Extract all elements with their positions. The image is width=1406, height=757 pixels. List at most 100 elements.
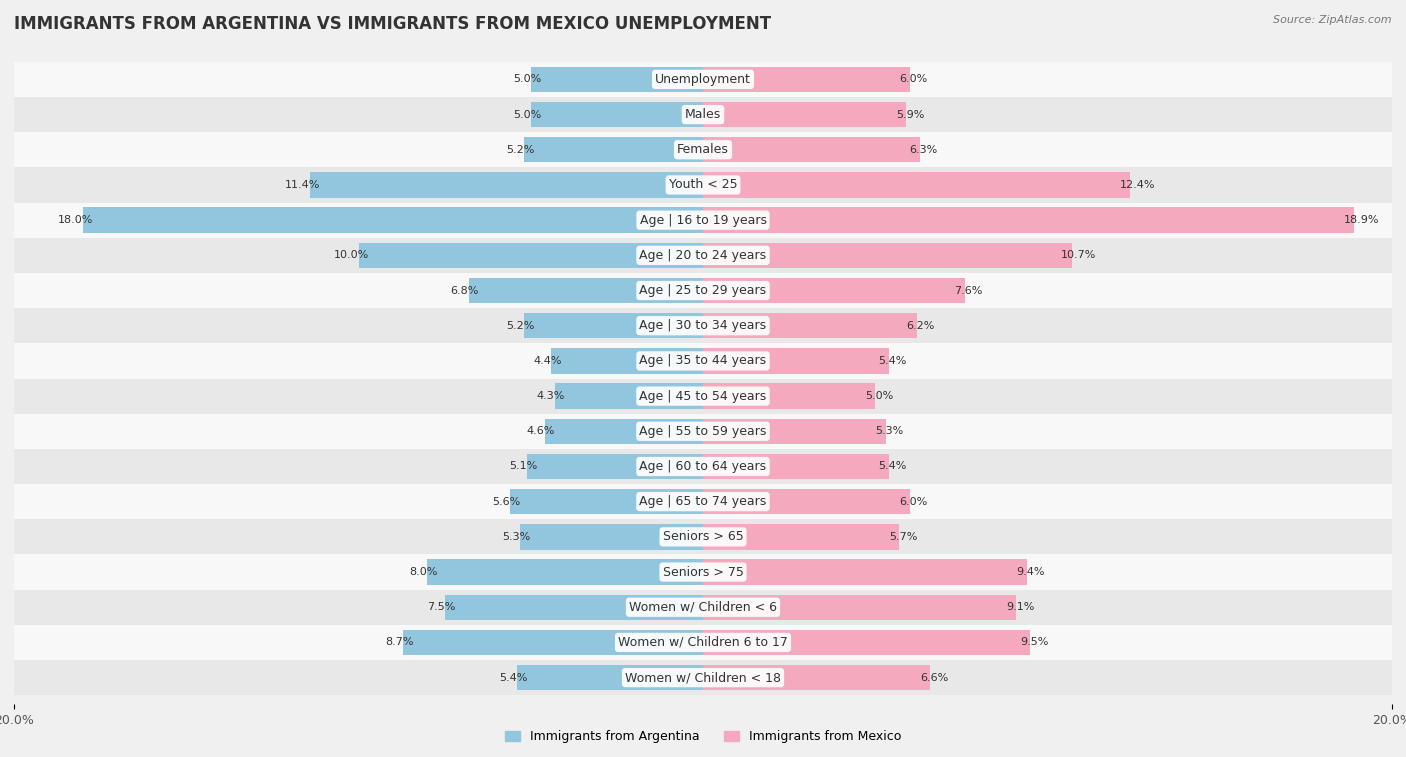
Text: 9.4%: 9.4% bbox=[1017, 567, 1045, 577]
Text: 5.4%: 5.4% bbox=[879, 462, 907, 472]
Bar bbox=[14, 97, 1392, 132]
Bar bbox=[551, 348, 703, 373]
Bar bbox=[14, 625, 1392, 660]
Text: Women w/ Children 6 to 17: Women w/ Children 6 to 17 bbox=[619, 636, 787, 649]
Text: 5.0%: 5.0% bbox=[513, 74, 541, 84]
Bar bbox=[14, 62, 1392, 97]
Text: 10.0%: 10.0% bbox=[333, 251, 368, 260]
Text: Age | 16 to 19 years: Age | 16 to 19 years bbox=[640, 213, 766, 226]
Legend: Immigrants from Argentina, Immigrants from Mexico: Immigrants from Argentina, Immigrants fr… bbox=[505, 731, 901, 743]
Bar bbox=[14, 344, 1392, 378]
Bar bbox=[14, 132, 1392, 167]
Bar bbox=[703, 137, 920, 163]
Text: 6.0%: 6.0% bbox=[900, 74, 928, 84]
Text: Age | 30 to 34 years: Age | 30 to 34 years bbox=[640, 319, 766, 332]
Text: Unemployment: Unemployment bbox=[655, 73, 751, 86]
Bar bbox=[520, 524, 703, 550]
Bar bbox=[703, 243, 1071, 268]
Text: 8.0%: 8.0% bbox=[409, 567, 437, 577]
Bar bbox=[703, 665, 931, 690]
Text: 6.6%: 6.6% bbox=[920, 673, 948, 683]
Bar bbox=[703, 207, 1354, 233]
Bar bbox=[703, 348, 889, 373]
Text: 4.4%: 4.4% bbox=[533, 356, 562, 366]
Text: 5.9%: 5.9% bbox=[896, 110, 924, 120]
Bar bbox=[404, 630, 703, 655]
Bar bbox=[555, 384, 703, 409]
Bar bbox=[703, 524, 900, 550]
Text: 5.0%: 5.0% bbox=[513, 110, 541, 120]
Text: Age | 45 to 54 years: Age | 45 to 54 years bbox=[640, 390, 766, 403]
Bar bbox=[444, 594, 703, 620]
Text: 4.6%: 4.6% bbox=[526, 426, 555, 436]
Bar bbox=[14, 167, 1392, 203]
Bar bbox=[510, 489, 703, 514]
Bar bbox=[14, 554, 1392, 590]
Text: Source: ZipAtlas.com: Source: ZipAtlas.com bbox=[1274, 15, 1392, 25]
Bar bbox=[517, 665, 703, 690]
Text: 11.4%: 11.4% bbox=[285, 180, 321, 190]
Text: 5.1%: 5.1% bbox=[509, 462, 537, 472]
Bar bbox=[359, 243, 703, 268]
Text: 9.1%: 9.1% bbox=[1007, 603, 1035, 612]
Bar bbox=[524, 313, 703, 338]
Text: 10.7%: 10.7% bbox=[1062, 251, 1097, 260]
Bar bbox=[703, 384, 875, 409]
Text: 5.3%: 5.3% bbox=[502, 532, 531, 542]
Text: 7.5%: 7.5% bbox=[426, 603, 456, 612]
Text: Age | 35 to 44 years: Age | 35 to 44 years bbox=[640, 354, 766, 367]
Text: Age | 20 to 24 years: Age | 20 to 24 years bbox=[640, 249, 766, 262]
Bar bbox=[703, 67, 910, 92]
Bar bbox=[14, 590, 1392, 625]
Bar bbox=[427, 559, 703, 584]
Bar bbox=[703, 278, 965, 304]
Bar bbox=[14, 413, 1392, 449]
Bar bbox=[14, 273, 1392, 308]
Bar bbox=[531, 67, 703, 92]
Bar bbox=[14, 449, 1392, 484]
Bar bbox=[468, 278, 703, 304]
Text: Age | 55 to 59 years: Age | 55 to 59 years bbox=[640, 425, 766, 438]
Text: Women w/ Children < 6: Women w/ Children < 6 bbox=[628, 601, 778, 614]
Text: Age | 60 to 64 years: Age | 60 to 64 years bbox=[640, 460, 766, 473]
Text: Males: Males bbox=[685, 108, 721, 121]
Text: 6.2%: 6.2% bbox=[907, 321, 935, 331]
Text: 6.0%: 6.0% bbox=[900, 497, 928, 506]
Bar bbox=[531, 102, 703, 127]
Text: 5.2%: 5.2% bbox=[506, 321, 534, 331]
Text: 4.3%: 4.3% bbox=[537, 391, 565, 401]
Bar bbox=[14, 378, 1392, 413]
Bar bbox=[14, 203, 1392, 238]
Text: 6.8%: 6.8% bbox=[451, 285, 479, 295]
Text: 12.4%: 12.4% bbox=[1119, 180, 1156, 190]
Bar bbox=[544, 419, 703, 444]
Text: 5.4%: 5.4% bbox=[499, 673, 527, 683]
Text: 5.3%: 5.3% bbox=[875, 426, 904, 436]
Text: 5.0%: 5.0% bbox=[865, 391, 893, 401]
Text: Youth < 25: Youth < 25 bbox=[669, 179, 737, 192]
Bar bbox=[524, 137, 703, 163]
Bar bbox=[703, 419, 886, 444]
Bar bbox=[14, 308, 1392, 344]
Text: 18.9%: 18.9% bbox=[1344, 215, 1379, 225]
Bar bbox=[14, 484, 1392, 519]
Bar bbox=[83, 207, 703, 233]
Bar bbox=[703, 559, 1026, 584]
Text: 7.6%: 7.6% bbox=[955, 285, 983, 295]
Text: Seniors > 65: Seniors > 65 bbox=[662, 531, 744, 544]
Text: Age | 65 to 74 years: Age | 65 to 74 years bbox=[640, 495, 766, 508]
Text: 8.7%: 8.7% bbox=[385, 637, 413, 647]
Text: Females: Females bbox=[678, 143, 728, 156]
Bar bbox=[14, 660, 1392, 695]
Bar bbox=[14, 238, 1392, 273]
Bar bbox=[703, 102, 907, 127]
Bar bbox=[311, 173, 703, 198]
Text: 9.5%: 9.5% bbox=[1019, 637, 1049, 647]
Text: 5.4%: 5.4% bbox=[879, 356, 907, 366]
Bar bbox=[703, 313, 917, 338]
Text: 5.6%: 5.6% bbox=[492, 497, 520, 506]
Bar bbox=[703, 630, 1031, 655]
Bar bbox=[703, 173, 1130, 198]
Bar bbox=[703, 453, 889, 479]
Bar bbox=[703, 594, 1017, 620]
